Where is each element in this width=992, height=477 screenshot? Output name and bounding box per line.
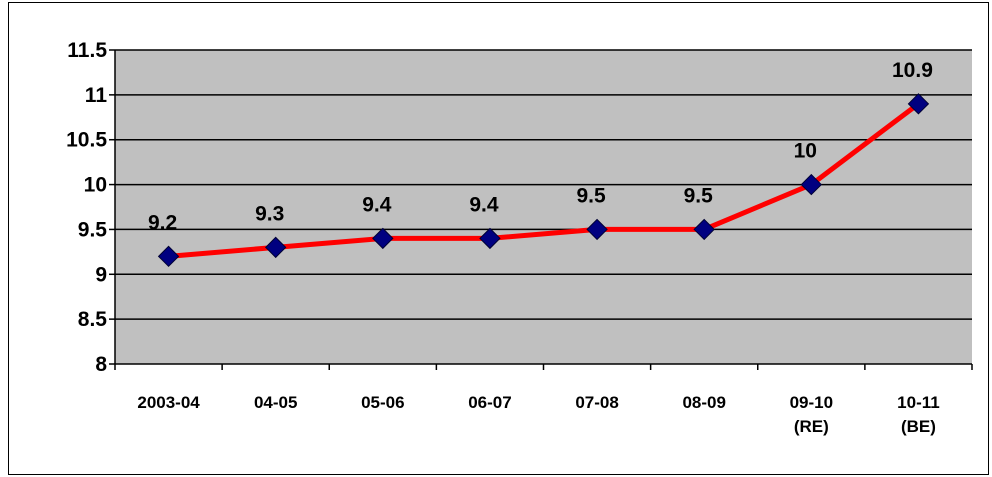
plot-area	[115, 50, 972, 364]
data-label-2: 9.4	[362, 193, 392, 216]
y-tick-label-6: 11	[85, 84, 108, 107]
x-tick-label-3: 06-07	[468, 393, 511, 412]
x-tick-label-6: 09-10 (RE)	[790, 393, 833, 436]
data-label-7: 10.9	[892, 59, 933, 82]
y-tick-label-3: 9.5	[78, 218, 108, 241]
y-tick-label-5: 10.5	[66, 129, 107, 152]
x-axis-ticks: 2003-04 04-05 05-06 06-07 07-08 08-09 09-10 (RE…	[115, 364, 972, 436]
y-tick-label-2: 9	[95, 263, 107, 286]
data-label-5: 9.5	[684, 184, 714, 207]
x-tick-label-2: 05-06	[361, 393, 404, 412]
data-label-1: 9.3	[255, 202, 284, 225]
x-tick-label-0: 2003-04	[137, 393, 200, 412]
x-tick-label-7: 10-11 (BE)	[897, 393, 940, 436]
y-tick-label-1: 8.5	[78, 308, 108, 331]
y-tick-label-7: 11.5	[67, 39, 107, 62]
y-tick-label-0: 8	[95, 353, 107, 376]
y-axis-ticks: 8 8.5 9 9.5 10 10.5 11 11.5	[66, 39, 115, 376]
x-tick-label-4: 07-08	[575, 393, 618, 412]
y-tick-label-4: 10	[84, 174, 107, 197]
x-tick-label-1: 04-05	[254, 393, 297, 412]
data-label-0: 9.2	[148, 211, 177, 234]
data-label-6: 10	[794, 140, 817, 163]
data-label-3: 9.4	[469, 193, 499, 216]
data-label-4: 9.5	[576, 184, 606, 207]
x-tick-label-5: 08-09	[682, 393, 725, 412]
